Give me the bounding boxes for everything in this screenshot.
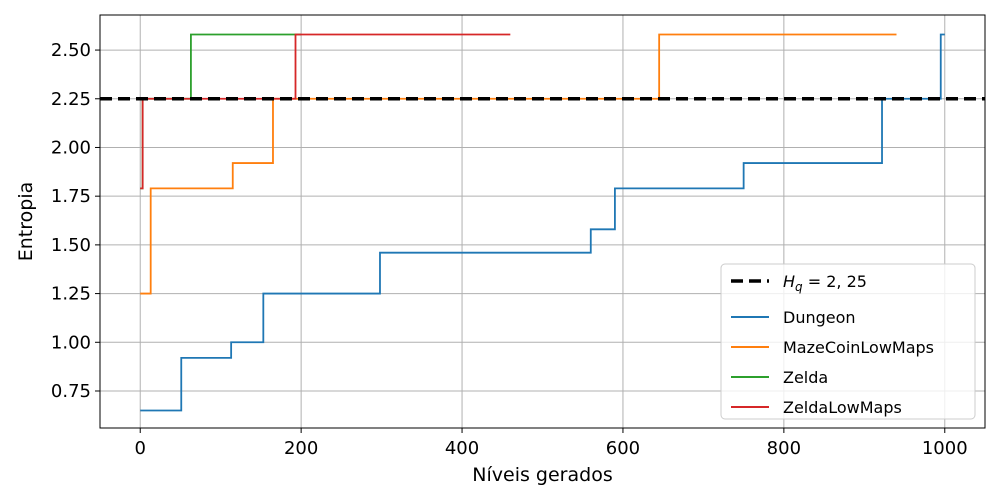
- legend-label-zelda: Zelda: [783, 368, 828, 387]
- series-line-zeldalowmaps: [140, 33, 511, 190]
- y-tick-label: 2.50: [51, 40, 91, 61]
- x-tick-label: 400: [445, 438, 479, 459]
- y-tick-label: 1.50: [51, 235, 91, 256]
- x-axis-label: Níveis gerados: [472, 464, 612, 486]
- legend: Hq = 2, 25 Dungeon MazeCoinLowMaps Zelda Zel…: [720, 263, 976, 420]
- y-tick-label: 1.75: [51, 186, 91, 207]
- series-line-mazecoinlowmaps: [140, 33, 897, 295]
- legend-label-reference: Hq = 2, 25: [783, 272, 867, 294]
- y-axis-label: Entropia: [15, 182, 37, 262]
- legend-label-dungeon: Dungeon: [783, 308, 856, 327]
- series-line-zelda: [140, 33, 302, 190]
- y-ticks: 0.75 1.00 1.25 1.50 1.75 2.00 2.25 2.50: [51, 40, 100, 402]
- legend-label-mazecoinlowmaps: MazeCoinLowMaps: [783, 338, 934, 357]
- x-tick-label: 600: [606, 438, 640, 459]
- y-tick-label: 2.25: [51, 89, 91, 110]
- legend-box: [720, 263, 976, 420]
- x-ticks: 0 200 400 600 800 1000: [135, 428, 968, 459]
- y-tick-label: 0.75: [51, 381, 91, 402]
- y-tick-label: 1.00: [51, 332, 91, 353]
- x-tick-label: 0: [135, 438, 146, 459]
- x-tick-label: 1000: [922, 438, 968, 459]
- x-tick-label: 800: [767, 438, 801, 459]
- x-tick-label: 200: [284, 438, 318, 459]
- plot-frame: [99, 14, 986, 429]
- legend-label-zeldalowmaps: ZeldaLowMaps: [783, 398, 902, 417]
- y-tick-label: 1.25: [51, 284, 91, 305]
- series-line-dungeon: [140, 33, 945, 412]
- y-tick-label: 2.00: [51, 137, 91, 158]
